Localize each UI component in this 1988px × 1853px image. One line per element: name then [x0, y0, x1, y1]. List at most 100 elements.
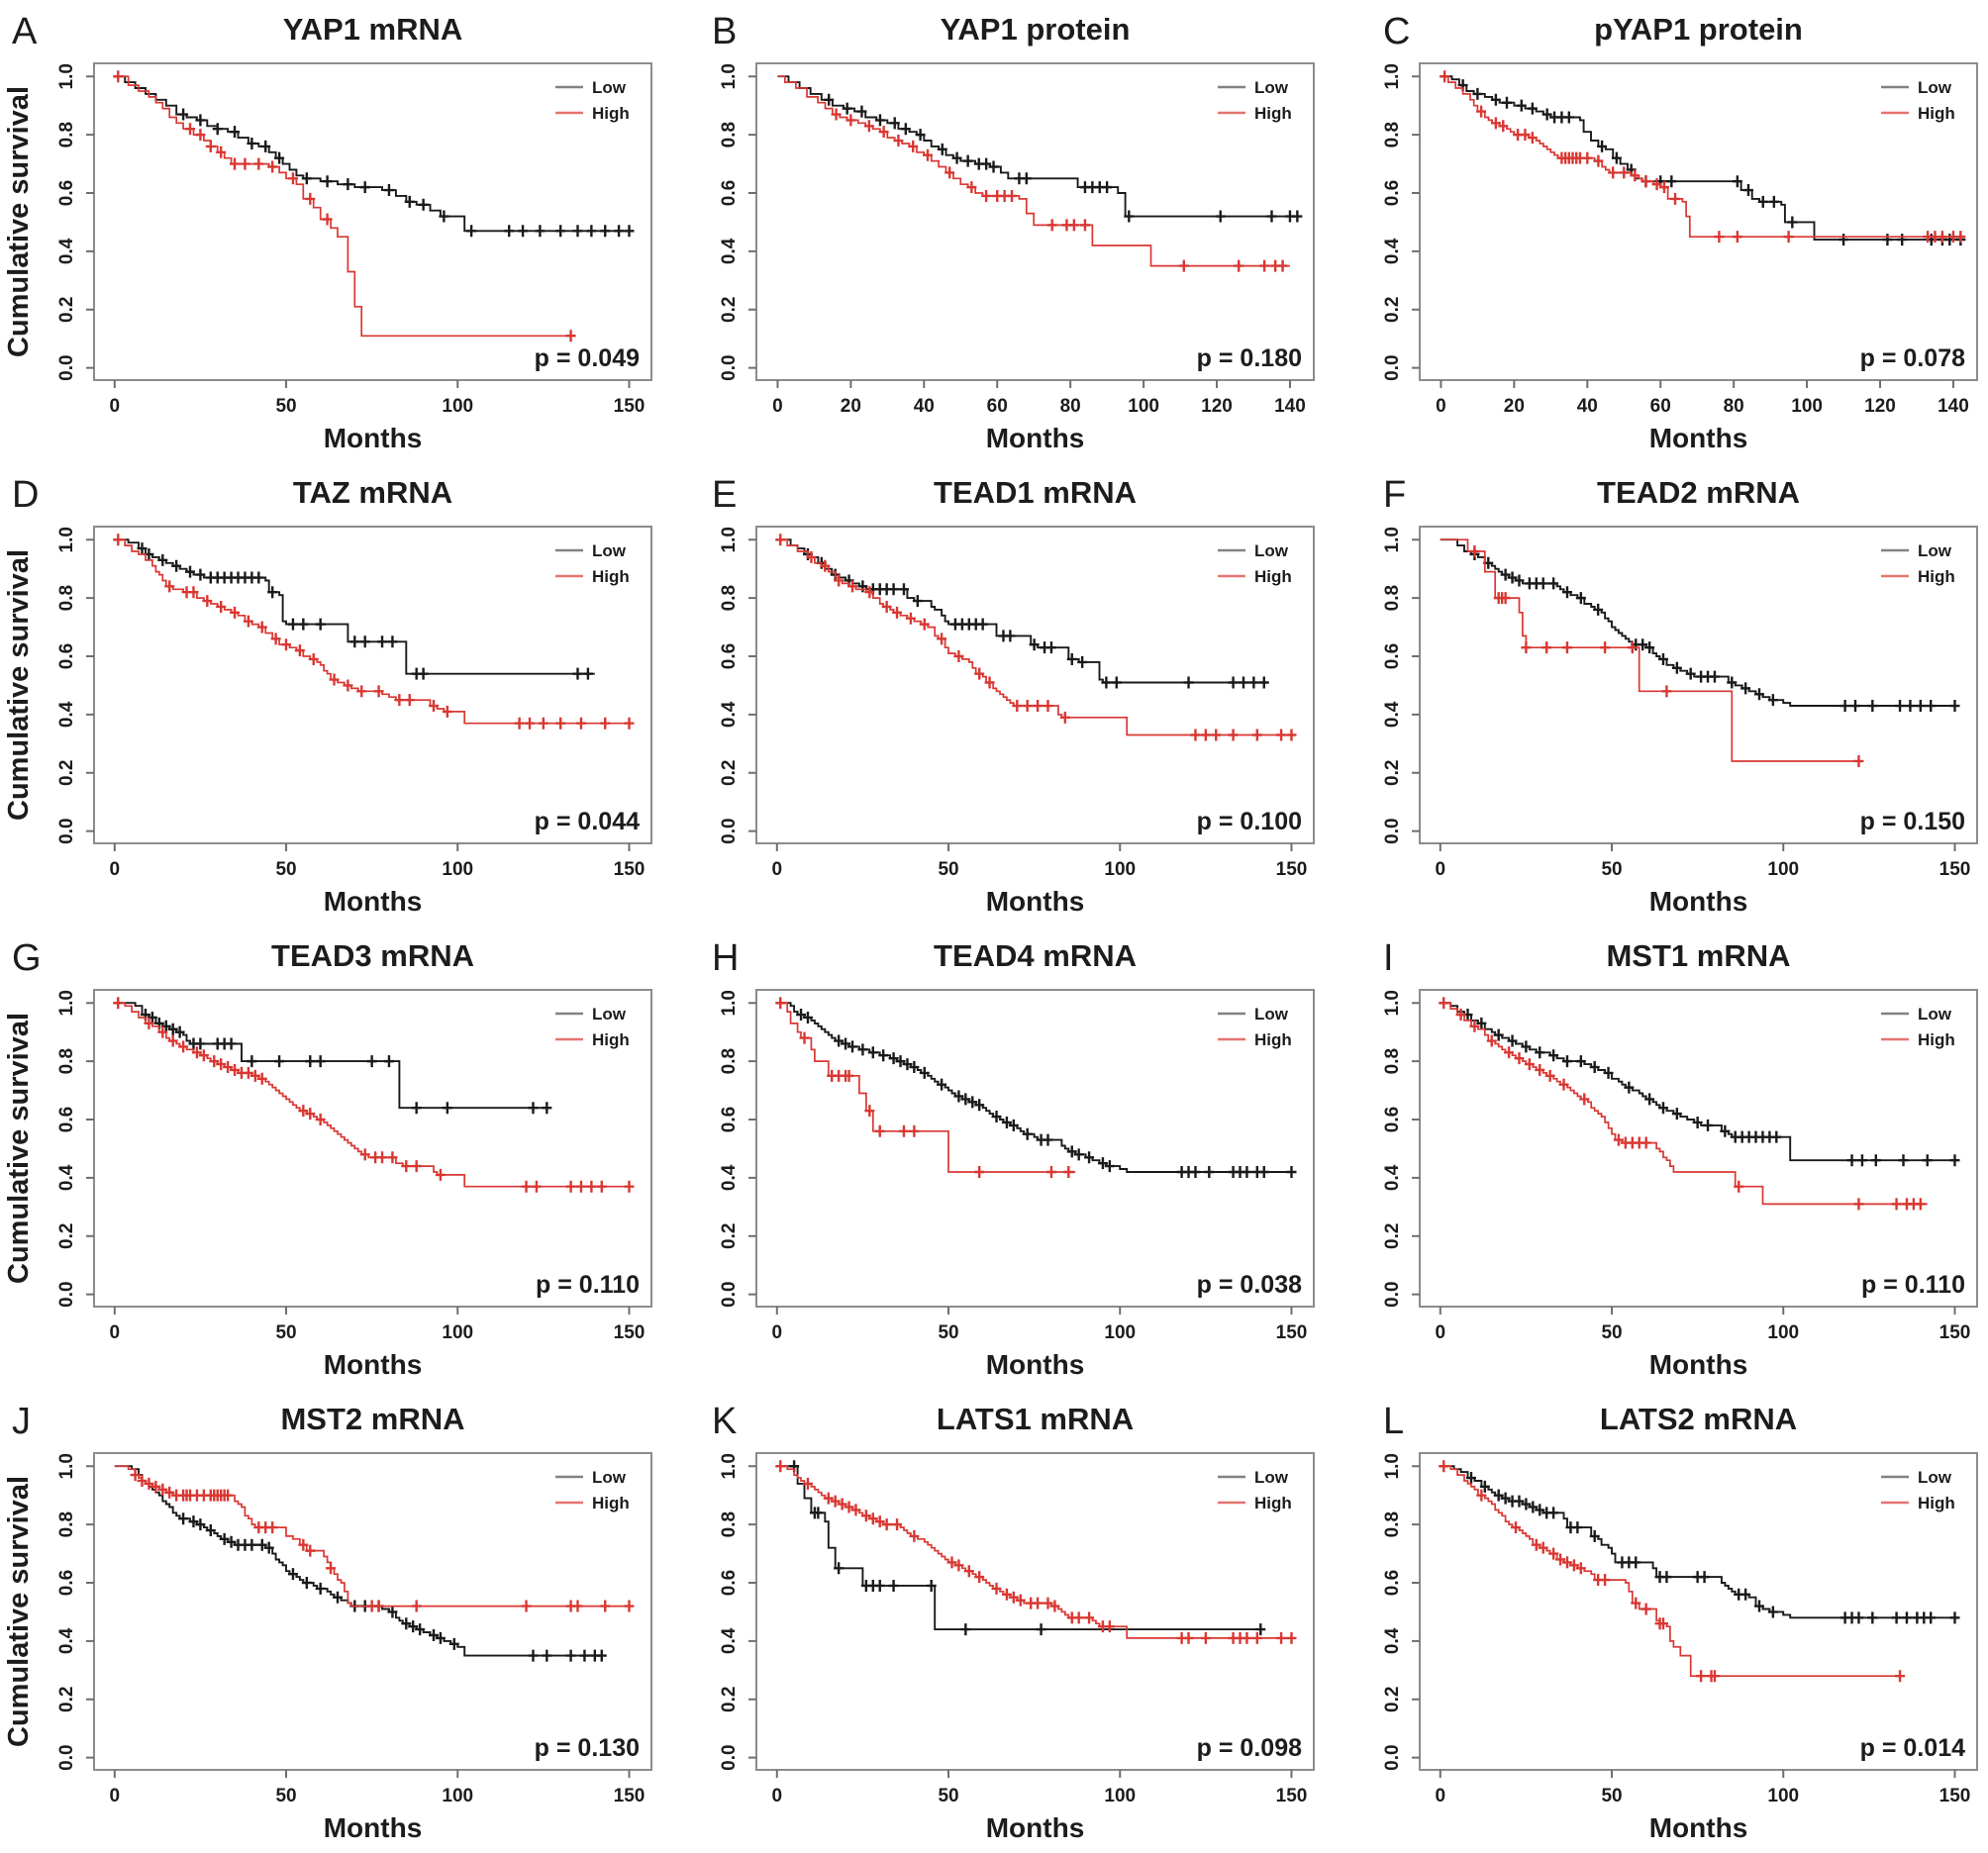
high-censor-mark-icon	[906, 612, 917, 625]
high-censor-mark-icon	[1607, 166, 1618, 179]
low-censor-mark-icon	[1866, 700, 1877, 713]
y-tick-label: 0.0	[719, 1744, 740, 1770]
low-censor-mark-icon	[878, 1049, 889, 1062]
low-censor-mark-icon	[1005, 630, 1016, 642]
low-censor-mark-icon	[195, 1518, 206, 1531]
x-tick-label: 20	[841, 396, 861, 417]
high-censor-mark-icon	[1657, 1617, 1668, 1630]
legend-high-label: High	[592, 1494, 630, 1512]
plot-legend: Low High	[1218, 1468, 1292, 1512]
high-censor-mark-icon	[404, 694, 415, 707]
high-censor-mark-icon	[864, 120, 875, 133]
high-censor-mark-icon	[892, 1518, 903, 1531]
y-tick-label: 0.6	[56, 180, 77, 206]
high-censor-mark-icon	[875, 1124, 886, 1137]
axis-ticks: 0 50 100 150 0.0 0.2 0.4 0.6 0.8 1.0	[56, 990, 645, 1343]
low-censor-mark-icon	[834, 1562, 845, 1575]
low-censor-mark-icon	[301, 172, 312, 185]
high-censor-mark-icon	[1531, 1538, 1541, 1551]
low-censor-mark-icon	[1077, 655, 1088, 668]
low-censor-mark-icon	[332, 1591, 343, 1604]
low-censor-mark-icon	[315, 1582, 326, 1595]
y-tick-label: 1.0	[719, 527, 740, 552]
high-censor-mark-icon	[1669, 192, 1680, 205]
low-censor-mark-icon	[343, 178, 353, 191]
high-censor-mark-icon	[538, 717, 548, 730]
y-tick-label: 0.0	[1382, 1281, 1403, 1307]
km-plot-svg: F TEAD2 mRNA 0 50 100 150 0.0 0.2 0.4 0.6 0.8 1.0…	[1382, 474, 1978, 917]
km-panel: I MST1 mRNA 0 50 100 150 0.0 0.2 0.4 0.6 0.8 1.0 …	[1326, 926, 1988, 1390]
high-censor-mark-icon	[953, 1559, 964, 1572]
high-censor-mark-icon	[868, 1512, 879, 1525]
low-censor-mark-icon	[1259, 676, 1270, 689]
low-censor-mark-icon	[895, 1055, 906, 1068]
x-tick-label: 100	[442, 1322, 473, 1343]
low-censor-mark-icon	[1720, 1124, 1731, 1137]
y-axis-label: Cumulative survival	[3, 86, 35, 357]
high-censor-mark-icon	[178, 1040, 189, 1053]
low-censor-mark-icon	[834, 1034, 845, 1047]
low-censor-mark-icon	[1589, 1529, 1600, 1542]
low-censor-mark-icon	[967, 1096, 978, 1109]
y-tick-label: 0.0	[56, 1744, 77, 1770]
x-tick-label: 0	[772, 859, 783, 880]
high-censor-mark-icon	[525, 717, 536, 730]
x-axis-label: Months	[324, 886, 423, 917]
km-panel: C pYAP1 protein 0 20 40 60 80 100 120 140 0.0 0.2…	[1326, 0, 1988, 463]
low-censor-mark-icon	[988, 160, 999, 173]
axis-ticks: 0 50 100 150 0.0 0.2 0.4 0.6 0.8 1.0	[56, 1453, 645, 1806]
high-censor-mark-icon	[575, 1180, 586, 1193]
p-value: p = 0.078	[1859, 344, 1964, 372]
low-censor-mark-icon	[1838, 234, 1848, 246]
y-tick-label: 0.6	[1382, 180, 1403, 206]
high-censor-mark-icon	[1043, 700, 1053, 713]
high-censor-mark-icon	[198, 1049, 209, 1062]
low-censor-mark-icon	[1098, 1157, 1109, 1170]
y-tick-label: 0.4	[56, 1164, 77, 1191]
high-censor-mark-icon	[521, 1180, 532, 1193]
low-censor-mark-icon	[439, 210, 449, 223]
high-censor-mark-icon	[1618, 166, 1629, 179]
x-axis-label: Months	[1648, 1812, 1747, 1843]
y-tick-label: 1.0	[56, 990, 77, 1016]
low-censor-mark-icon	[1592, 603, 1603, 616]
high-censor-mark-icon	[1438, 997, 1448, 1010]
x-tick-label: 0	[1435, 1322, 1445, 1343]
high-censor-mark-icon	[861, 1510, 872, 1522]
high-censor-mark-icon	[1211, 729, 1222, 741]
high-censor-mark-icon	[1524, 1058, 1535, 1071]
p-value: p = 0.130	[535, 1734, 640, 1762]
y-tick-label: 0.8	[719, 1512, 740, 1537]
low-censor-mark-icon	[1949, 1611, 1960, 1624]
low-censor-mark-icon	[813, 1507, 824, 1519]
high-censor-mark-icon	[600, 1600, 611, 1612]
x-tick-label: 50	[1601, 1322, 1622, 1343]
survival-curves	[775, 534, 1297, 741]
high-censor-mark-icon	[195, 129, 206, 142]
panel-title: TEAD3 mRNA	[271, 938, 474, 973]
low-censor-mark-icon	[927, 1579, 938, 1592]
plot-legend: Low High	[555, 541, 630, 586]
low-censor-mark-icon	[1493, 1028, 1504, 1041]
p-value: p = 0.038	[1197, 1271, 1302, 1299]
high-censor-mark-icon	[1012, 700, 1023, 713]
high-censor-mark-icon	[966, 181, 977, 194]
low-censor-mark-icon	[1479, 1480, 1490, 1493]
low-censor-mark-icon	[915, 129, 926, 142]
survival-curves	[1438, 1460, 1960, 1683]
axis-ticks: 0 50 100 150 0.0 0.2 0.4 0.6 0.8 1.0	[56, 63, 645, 417]
high-censor-mark-icon	[373, 685, 384, 698]
high-censor-mark-icon	[1599, 1574, 1610, 1587]
panel-title: YAP1 mRNA	[283, 12, 462, 47]
high-censor-mark-icon	[909, 1529, 920, 1542]
high-censor-mark-icon	[256, 1072, 267, 1085]
axis-ticks: 0 20 40 60 80 100 120 140 0.0 0.2 0.4 0.6 0.8 1.0	[719, 63, 1306, 417]
high-censor-mark-icon	[1709, 1670, 1720, 1683]
km-plot-svg: C pYAP1 protein 0 20 40 60 80 100 120 140 0.0 0.2…	[1382, 11, 1978, 453]
low-censor-mark-icon	[1572, 1521, 1583, 1534]
high-censor-mark-icon	[1476, 1489, 1487, 1502]
panel-title: TEAD1 mRNA	[934, 475, 1137, 510]
low-censor-mark-icon	[230, 126, 241, 139]
low-censor-mark-icon	[137, 542, 148, 555]
low-censor-mark-icon	[1561, 586, 1572, 599]
